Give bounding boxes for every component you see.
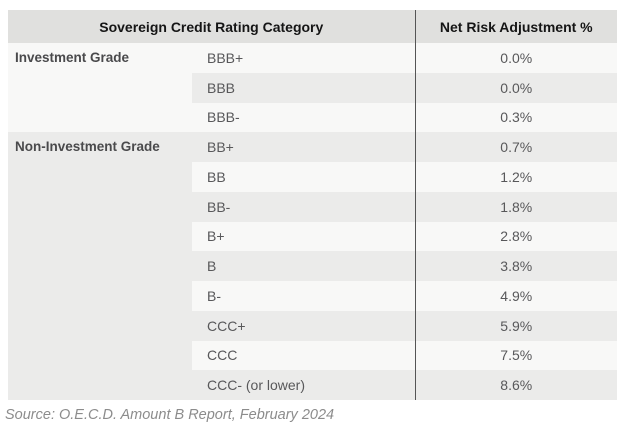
value-cell: 0.0% <box>414 43 618 73</box>
rating-cell: BB <box>192 162 416 192</box>
table-row: BB- 1.8% <box>8 191 618 222</box>
value-cell: 0.7% <box>414 132 618 162</box>
rating-cell: B <box>192 251 416 281</box>
rating-cell: BBB- <box>192 102 416 133</box>
table-row: CCC- (or lower) 8.6% <box>8 370 618 400</box>
rating-cell: BB+ <box>192 132 416 162</box>
table-row: Non-Investment Grade BB+ 0.7% <box>8 132 618 400</box>
column-header-adjustment: Net Risk Adjustment % <box>414 10 618 43</box>
table-row: BBB- 0.3% <box>8 102 618 133</box>
value-cell: 5.9% <box>414 310 618 341</box>
rating-cell: CCC+ <box>192 310 416 341</box>
table-row: B+ 2.8% <box>8 221 618 252</box>
table-row: BB 1.2% <box>8 162 618 192</box>
table-row: B 3.8% <box>8 251 618 281</box>
header-row: Sovereign Credit Rating Category Net Ris… <box>8 10 618 43</box>
rating-cell: B- <box>192 281 416 311</box>
table-body: Investment Grade BBB+ 0.0% BBB 0.0% BBB- 0.3% N… <box>8 43 618 400</box>
group-label-cell: Investment Grade <box>8 43 192 133</box>
value-cell: 4.9% <box>414 281 618 311</box>
value-cell: 0.3% <box>414 102 618 133</box>
rating-cell: CCC- (or lower) <box>192 370 416 400</box>
value-cell: 0.0% <box>414 72 618 103</box>
rating-cell: BBB <box>192 72 416 103</box>
value-cell: 8.6% <box>414 370 618 400</box>
table-row: Investment Grade BBB+ 0.0% <box>8 43 618 133</box>
table-row: B- 4.9% <box>8 281 618 311</box>
value-cell: 2.8% <box>414 221 618 252</box>
value-cell: 7.5% <box>414 340 618 371</box>
rating-cell: BB- <box>192 191 416 222</box>
table-row: BBB 0.0% <box>8 72 618 103</box>
rating-table: Sovereign Credit Rating Category Net Ris… <box>8 10 618 400</box>
rating-cell: B+ <box>192 221 416 252</box>
value-cell: 1.2% <box>414 162 618 192</box>
rating-cell: CCC <box>192 340 416 371</box>
group-label-cell: Non-Investment Grade <box>8 132 192 400</box>
source-note: Source: O.E.C.D. Amount B Report, Februa… <box>5 407 335 423</box>
value-cell: 3.8% <box>414 251 618 281</box>
value-cell: 1.8% <box>414 191 618 222</box>
table-row: CCC+ 5.9% <box>8 310 618 341</box>
column-header-category: Sovereign Credit Rating Category <box>8 10 416 43</box>
table-header: Sovereign Credit Rating Category Net Ris… <box>8 10 618 43</box>
table-row: CCC 7.5% <box>8 340 618 371</box>
rating-cell: BBB+ <box>192 43 416 73</box>
